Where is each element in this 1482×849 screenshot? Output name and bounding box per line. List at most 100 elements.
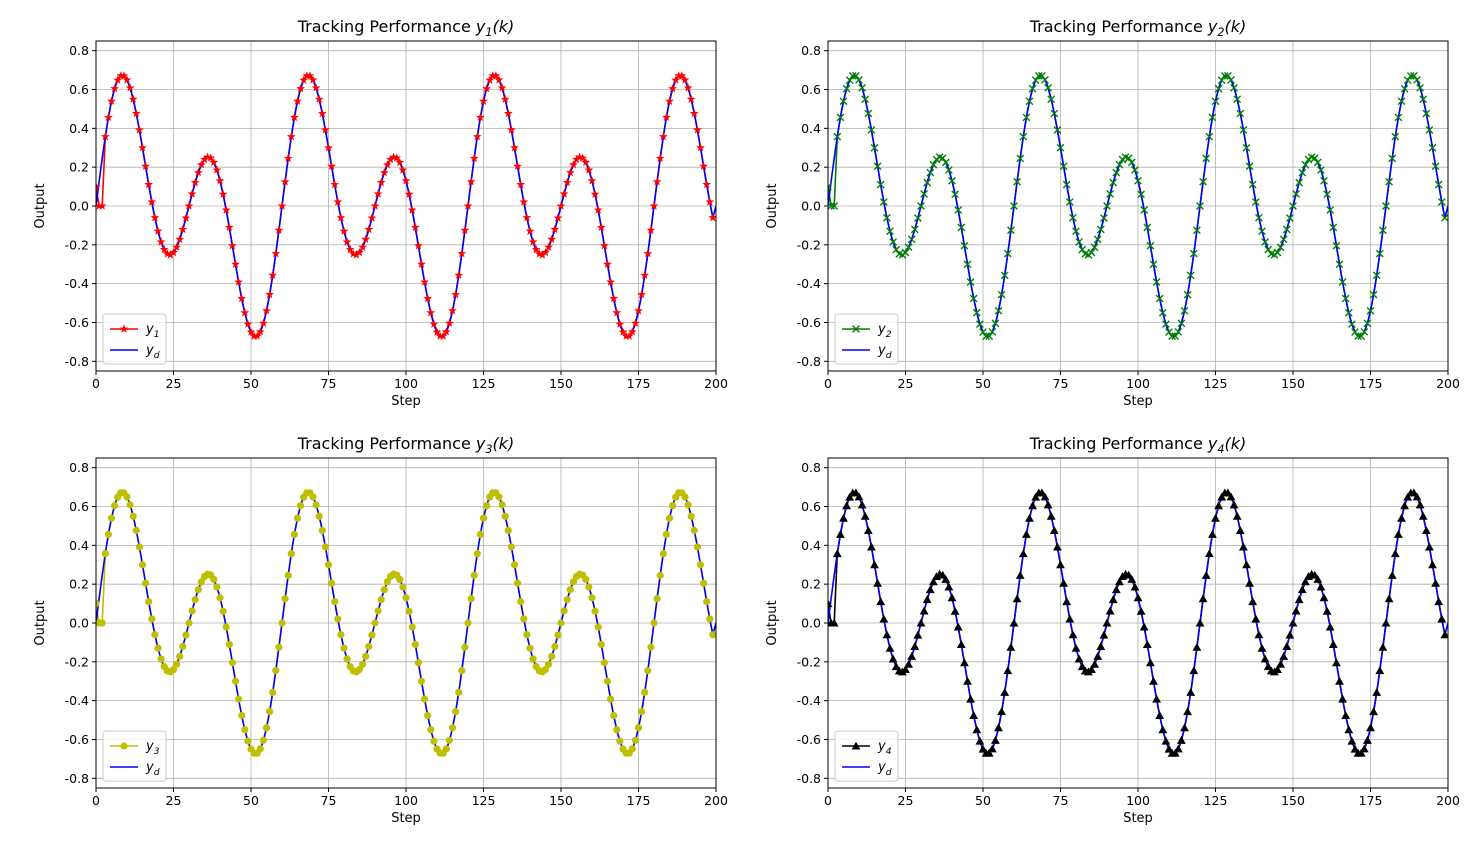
data-point-y4 (929, 577, 938, 586)
data-point-y4 (1201, 570, 1211, 579)
data-point-y2 (957, 223, 966, 232)
data-point-y1 (479, 96, 488, 105)
x-tick-label: 200 (704, 376, 728, 391)
data-point-y3 (452, 708, 460, 716)
data-point-y2 (1038, 71, 1046, 80)
data-point-y1 (708, 213, 716, 222)
data-point-y3 (582, 575, 590, 584)
data-point-y2 (873, 162, 882, 171)
data-point-y1 (404, 189, 414, 199)
data-point-y1 (228, 241, 237, 250)
data-point-y4 (1071, 643, 1081, 652)
data-point-y3 (293, 514, 302, 522)
data-point-y3 (514, 579, 522, 587)
data-point-y2 (1109, 178, 1118, 187)
data-point-y3 (470, 571, 478, 579)
data-point-y1 (553, 213, 563, 222)
data-point-y3 (610, 711, 618, 720)
x-tick-label: 200 (1436, 376, 1460, 391)
data-point-y1 (438, 331, 448, 340)
data-point-y2 (1264, 245, 1273, 254)
data-point-y4 (1173, 744, 1183, 753)
data-point-y2 (1115, 160, 1124, 169)
data-point-y1 (364, 224, 374, 234)
data-point-y1 (116, 71, 126, 80)
y-tick-label: 0.0 (69, 616, 89, 631)
data-point-y3 (290, 530, 298, 538)
data-point-y4 (972, 725, 982, 734)
data-point-y2 (1143, 223, 1152, 232)
data-point-y3 (520, 615, 528, 623)
x-tick-label: 75 (321, 376, 337, 391)
data-point-y4 (1390, 549, 1400, 558)
data-point-y2 (1078, 245, 1087, 254)
data-point-y2 (830, 202, 839, 210)
data-point-y2 (828, 202, 835, 210)
data-point-y1 (147, 197, 157, 206)
data-point-y4 (1378, 642, 1388, 651)
data-point-y4 (913, 630, 923, 639)
data-point-y2 (988, 327, 997, 336)
y-tick-label: -0.2 (797, 654, 821, 669)
data-point-y4 (828, 599, 833, 608)
data-point-y1 (392, 153, 402, 162)
data-point-y4 (1096, 642, 1106, 650)
data-point-y2 (1369, 290, 1378, 299)
legend-box (834, 313, 899, 365)
data-point-y4 (1059, 578, 1068, 587)
data-point-y3 (554, 631, 562, 639)
data-point-y4 (1177, 735, 1186, 744)
data-point-y1 (562, 177, 572, 187)
data-point-y3 (523, 631, 531, 639)
data-point-y4 (1195, 618, 1205, 627)
data-point-y1 (507, 125, 516, 134)
data-point-y3 (706, 615, 714, 623)
data-point-y4 (1301, 577, 1310, 586)
data-point-y1 (333, 197, 343, 206)
data-point-y1 (417, 259, 426, 268)
data-point-y1 (240, 308, 250, 317)
data-point-y2 (1053, 126, 1062, 134)
data-point-y2 (985, 332, 994, 341)
data-point-y4 (1325, 622, 1335, 631)
data-point-y1 (423, 293, 433, 303)
data-point-y4 (1394, 529, 1403, 538)
data-point-y4 (1161, 736, 1171, 745)
data-point-y2 (1279, 235, 1288, 244)
data-point-y1 (265, 290, 274, 299)
data-point-y1 (271, 249, 281, 258)
data-point-y1 (342, 237, 352, 246)
data-point-y4 (947, 593, 957, 602)
data-point-y2 (976, 320, 984, 329)
legend-marker-y1 (119, 324, 129, 333)
data-point-y4 (1316, 582, 1326, 591)
data-point-y2 (982, 332, 990, 341)
data-point-y2 (1065, 198, 1074, 206)
data-point-y4 (1146, 658, 1155, 667)
data-point-y3 (96, 599, 100, 608)
data-point-y4 (956, 640, 966, 648)
data-point-y1 (178, 224, 188, 234)
data-point-y2 (1180, 306, 1189, 315)
subplot-4: 0 25 50 75 100 125 150 175 200 -0.8 -0.6 -0.4 -0.2 0.… (765, 434, 1460, 826)
data-point-y4 (1226, 492, 1236, 501)
data-point-y3 (191, 595, 199, 604)
data-point-y1 (643, 249, 653, 258)
data-point-y1 (193, 168, 203, 177)
plot-area (828, 71, 1448, 341)
data-point-y1 (451, 290, 460, 299)
data-point-y3 (417, 677, 426, 685)
data-point-y4 (1347, 736, 1357, 745)
data-point-y1 (519, 197, 529, 206)
data-point-y4 (1142, 640, 1152, 648)
data-point-y1 (153, 226, 163, 235)
data-point-y2 (1329, 223, 1338, 232)
data-point-y4 (1372, 687, 1382, 696)
data-point-y3 (185, 619, 193, 627)
data-point-y1 (683, 83, 693, 92)
data-point-y1 (259, 318, 268, 328)
data-point-y1 (122, 75, 132, 84)
data-point-y2 (1168, 332, 1176, 341)
data-point-y3 (104, 530, 112, 538)
data-point-y2 (1292, 190, 1300, 198)
